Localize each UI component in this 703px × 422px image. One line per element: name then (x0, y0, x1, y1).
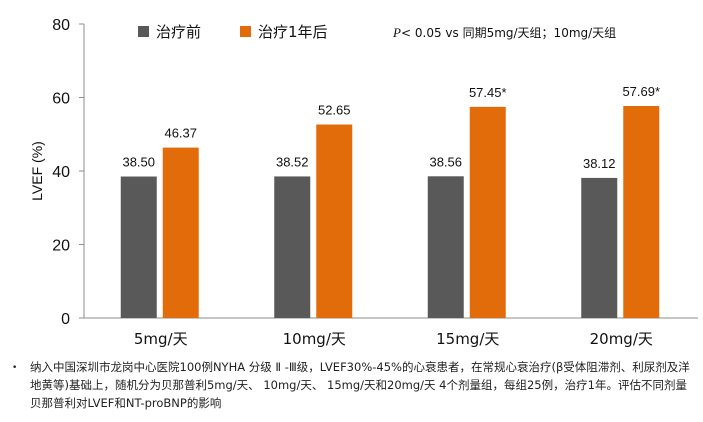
y-axis-title: LVEF (%) (29, 141, 45, 201)
x-category-label: 15mg/天 (436, 330, 499, 348)
bar-value-label: 52.65 (318, 103, 351, 118)
bar-after (623, 105, 660, 318)
y-tick-label: 60 (52, 91, 70, 108)
legend-swatch-after (240, 26, 251, 37)
study-footnote: • 纳入中国深圳市龙岗中心医院100例NYHA 分级 Ⅱ -Ⅲ级，LVEF30%… (12, 358, 692, 412)
bar-value-label: 57.69* (622, 84, 660, 99)
y-tick-label: 40 (52, 164, 70, 181)
x-category-labels: 5mg/天 10mg/天 15mg/天 20mg/天 (134, 330, 653, 348)
y-tick-label: 80 (52, 17, 70, 34)
legend-label-before: 治疗前 (156, 23, 201, 41)
bar-after (469, 106, 506, 318)
bar-value-label: 57.45* (469, 85, 507, 100)
bar-before (427, 176, 464, 318)
footnote-text: 纳入中国深圳市龙岗中心医院100例NYHA 分级 Ⅱ -Ⅲ级，LVEF30%-4… (30, 360, 690, 410)
footnote-bullet: • (12, 363, 18, 373)
y-tick-labels: 0 20 40 60 80 (52, 17, 84, 328)
legend-swatch-before (138, 26, 149, 37)
legend-label-after: 治疗1年后 (258, 23, 328, 41)
bar-before (581, 177, 618, 318)
bar-before (120, 176, 157, 318)
p-value-note: < 0.05 vs 同期5mg/天组；10mg/天组 (401, 26, 616, 40)
x-category-label: 10mg/天 (283, 330, 346, 348)
bar-chart: LVEF (%) 治疗前 治疗1年后 P < 0.05 vs 同期5mg/天组；… (29, 17, 698, 348)
bar-after (316, 124, 353, 318)
bar-after (162, 147, 199, 318)
bar-value-label: 38.56 (429, 154, 462, 169)
bar-value-label: 46.37 (164, 126, 197, 141)
bar-value-label: 38.12 (583, 156, 616, 171)
x-category-label: 20mg/天 (590, 330, 653, 348)
bar-value-label: 38.50 (122, 155, 155, 170)
bar-before (274, 176, 311, 318)
y-tick-label: 20 (52, 238, 70, 255)
bar-value-label: 38.52 (276, 154, 309, 169)
y-tick-label: 0 (61, 311, 70, 328)
p-value-symbol: P (392, 25, 401, 40)
bar-marks: 38.50 46.37 38.52 52.65 38.56 57.45* 38.12 57.6… (120, 84, 660, 318)
x-category-label: 5mg/天 (134, 330, 188, 348)
